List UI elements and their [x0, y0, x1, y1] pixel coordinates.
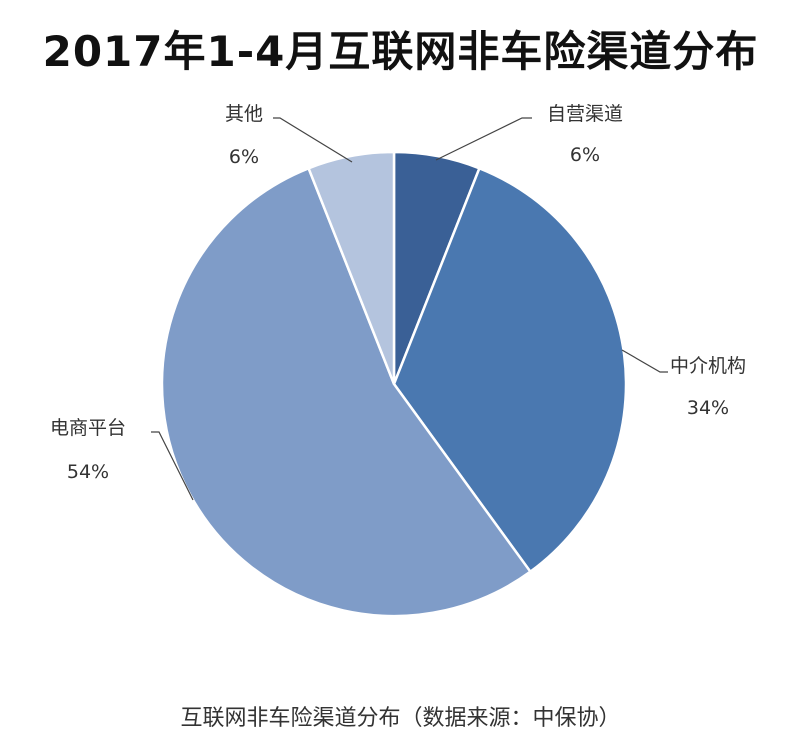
slice-category-label: 其他 [225, 103, 263, 125]
pie-slices [160, 150, 628, 618]
leader-line [151, 431, 194, 501]
chart-caption: 互联网非车险渠道分布（数据来源：中保协） [180, 706, 621, 731]
slice-value-label: 6% [229, 146, 259, 168]
slice-labels: 自营渠道 6% 中介机构 34% 电商平台 54% 其他 6% [50, 103, 746, 483]
slice-intermediary [392, 166, 628, 574]
slice-value-label: 34% [687, 397, 729, 419]
leader-line [273, 117, 353, 163]
slice-value-label: 54% [67, 461, 109, 483]
slice-category-label: 电商平台 [50, 417, 126, 439]
leader-line [621, 349, 668, 373]
slice-other [306, 150, 396, 385]
leader-lines [151, 117, 668, 501]
slice-value-label: 6% [570, 144, 600, 166]
slice-category-label: 中介机构 [670, 355, 746, 377]
slice-category-label: 自营渠道 [547, 103, 623, 125]
chart-title: 2017年1-4月互联网非车险渠道分布 [42, 27, 759, 76]
leader-line [435, 117, 532, 161]
